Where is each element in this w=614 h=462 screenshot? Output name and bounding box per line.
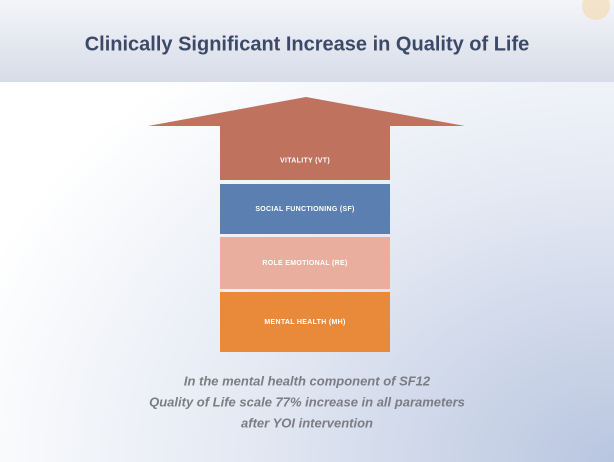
block-label: MENTAL HEALTH (MH) (264, 319, 345, 326)
caption-line: after YOI intervention (241, 415, 373, 430)
logo (582, 0, 610, 20)
block (220, 237, 390, 289)
arrow-head (148, 97, 465, 126)
block (220, 125, 390, 180)
caption: In the mental health component of SF12 Qu… (149, 373, 465, 430)
block (220, 184, 390, 234)
title-band (0, 0, 614, 82)
title: Clinically Significant Increase in Quali… (85, 33, 530, 55)
caption-line: In the mental health component of SF12 (184, 373, 431, 388)
block-label: VITALITY (VT) (280, 157, 330, 164)
caption-line: Quality of Life scale 77% increase in al… (149, 394, 465, 409)
block (220, 292, 390, 352)
block-label: SOCIAL FUNCTIONING (SF) (255, 206, 354, 213)
block-label: ROLE EMOTIONAL (RE) (262, 260, 347, 267)
blocks: VITALITY (VT) SOCIAL FUNCTIONING (SF) ROLE… (220, 125, 390, 352)
